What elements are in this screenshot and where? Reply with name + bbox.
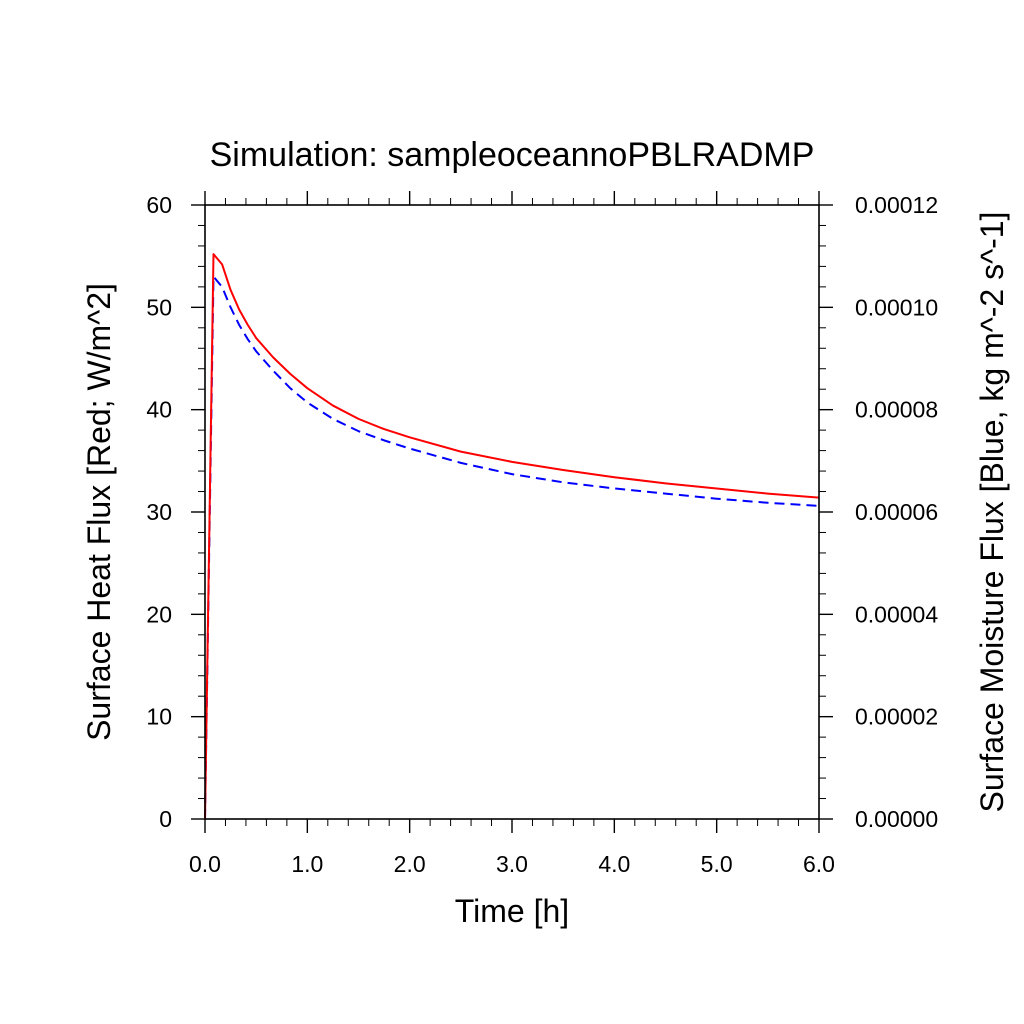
y-left-tick-label: 40	[146, 397, 172, 423]
x-tick-label: 3.0	[496, 851, 528, 877]
x-tick-label: 6.0	[803, 851, 835, 877]
y-right-axis-label: Surface Moisture Flux [Blue, kg m^-2 s^-…	[974, 212, 1010, 813]
y-right-tick-label: 0.00010	[855, 294, 938, 320]
y-left-tick-label: 0	[159, 806, 172, 832]
y-right-tick-label: 0.00002	[855, 704, 938, 730]
x-axis-label: Time [h]	[455, 893, 569, 929]
y-right-tick-label: 0.00000	[855, 806, 938, 832]
y-left-tick-label: 10	[146, 704, 172, 730]
x-tick-label: 0.0	[189, 851, 221, 877]
x-tick-label: 4.0	[598, 851, 630, 877]
x-tick-label: 1.0	[291, 851, 323, 877]
y-right-tick-labels: 0.00000 0.00002 0.00004 0.00006 0.00008 0.000…	[855, 192, 938, 832]
plot-frame	[204, 204, 820, 820]
x-tick-label: 5.0	[701, 851, 733, 877]
y-left-tick-label: 60	[146, 192, 172, 218]
chart-title: Simulation: sampleoceannoPBLRADMP	[210, 136, 815, 174]
y-left-tick-labels: 0 10 20 30 40 50 60	[146, 192, 172, 832]
y-right-tick-label: 0.00012	[855, 192, 938, 218]
major-ticks	[191, 191, 833, 833]
heat-flux-series-line	[204, 253, 820, 820]
moisture-flux-series-line	[204, 275, 820, 820]
y-left-tick-label: 20	[146, 601, 172, 627]
series-layer	[204, 253, 820, 820]
y-left-tick-label: 50	[146, 294, 172, 320]
y-right-tick-label: 0.00004	[855, 601, 938, 627]
x-tick-labels: 0.0 1.0 2.0 3.0 4.0 5.0 6.0	[189, 851, 835, 877]
y-left-axis-label: Surface Heat Flux [Red; W/m^2]	[81, 283, 117, 741]
y-left-tick-label: 30	[146, 499, 172, 525]
y-right-tick-label: 0.00006	[855, 499, 938, 525]
y-right-tick-label: 0.00008	[855, 397, 938, 423]
x-tick-label: 2.0	[394, 851, 426, 877]
minor-ticks	[198, 198, 826, 826]
